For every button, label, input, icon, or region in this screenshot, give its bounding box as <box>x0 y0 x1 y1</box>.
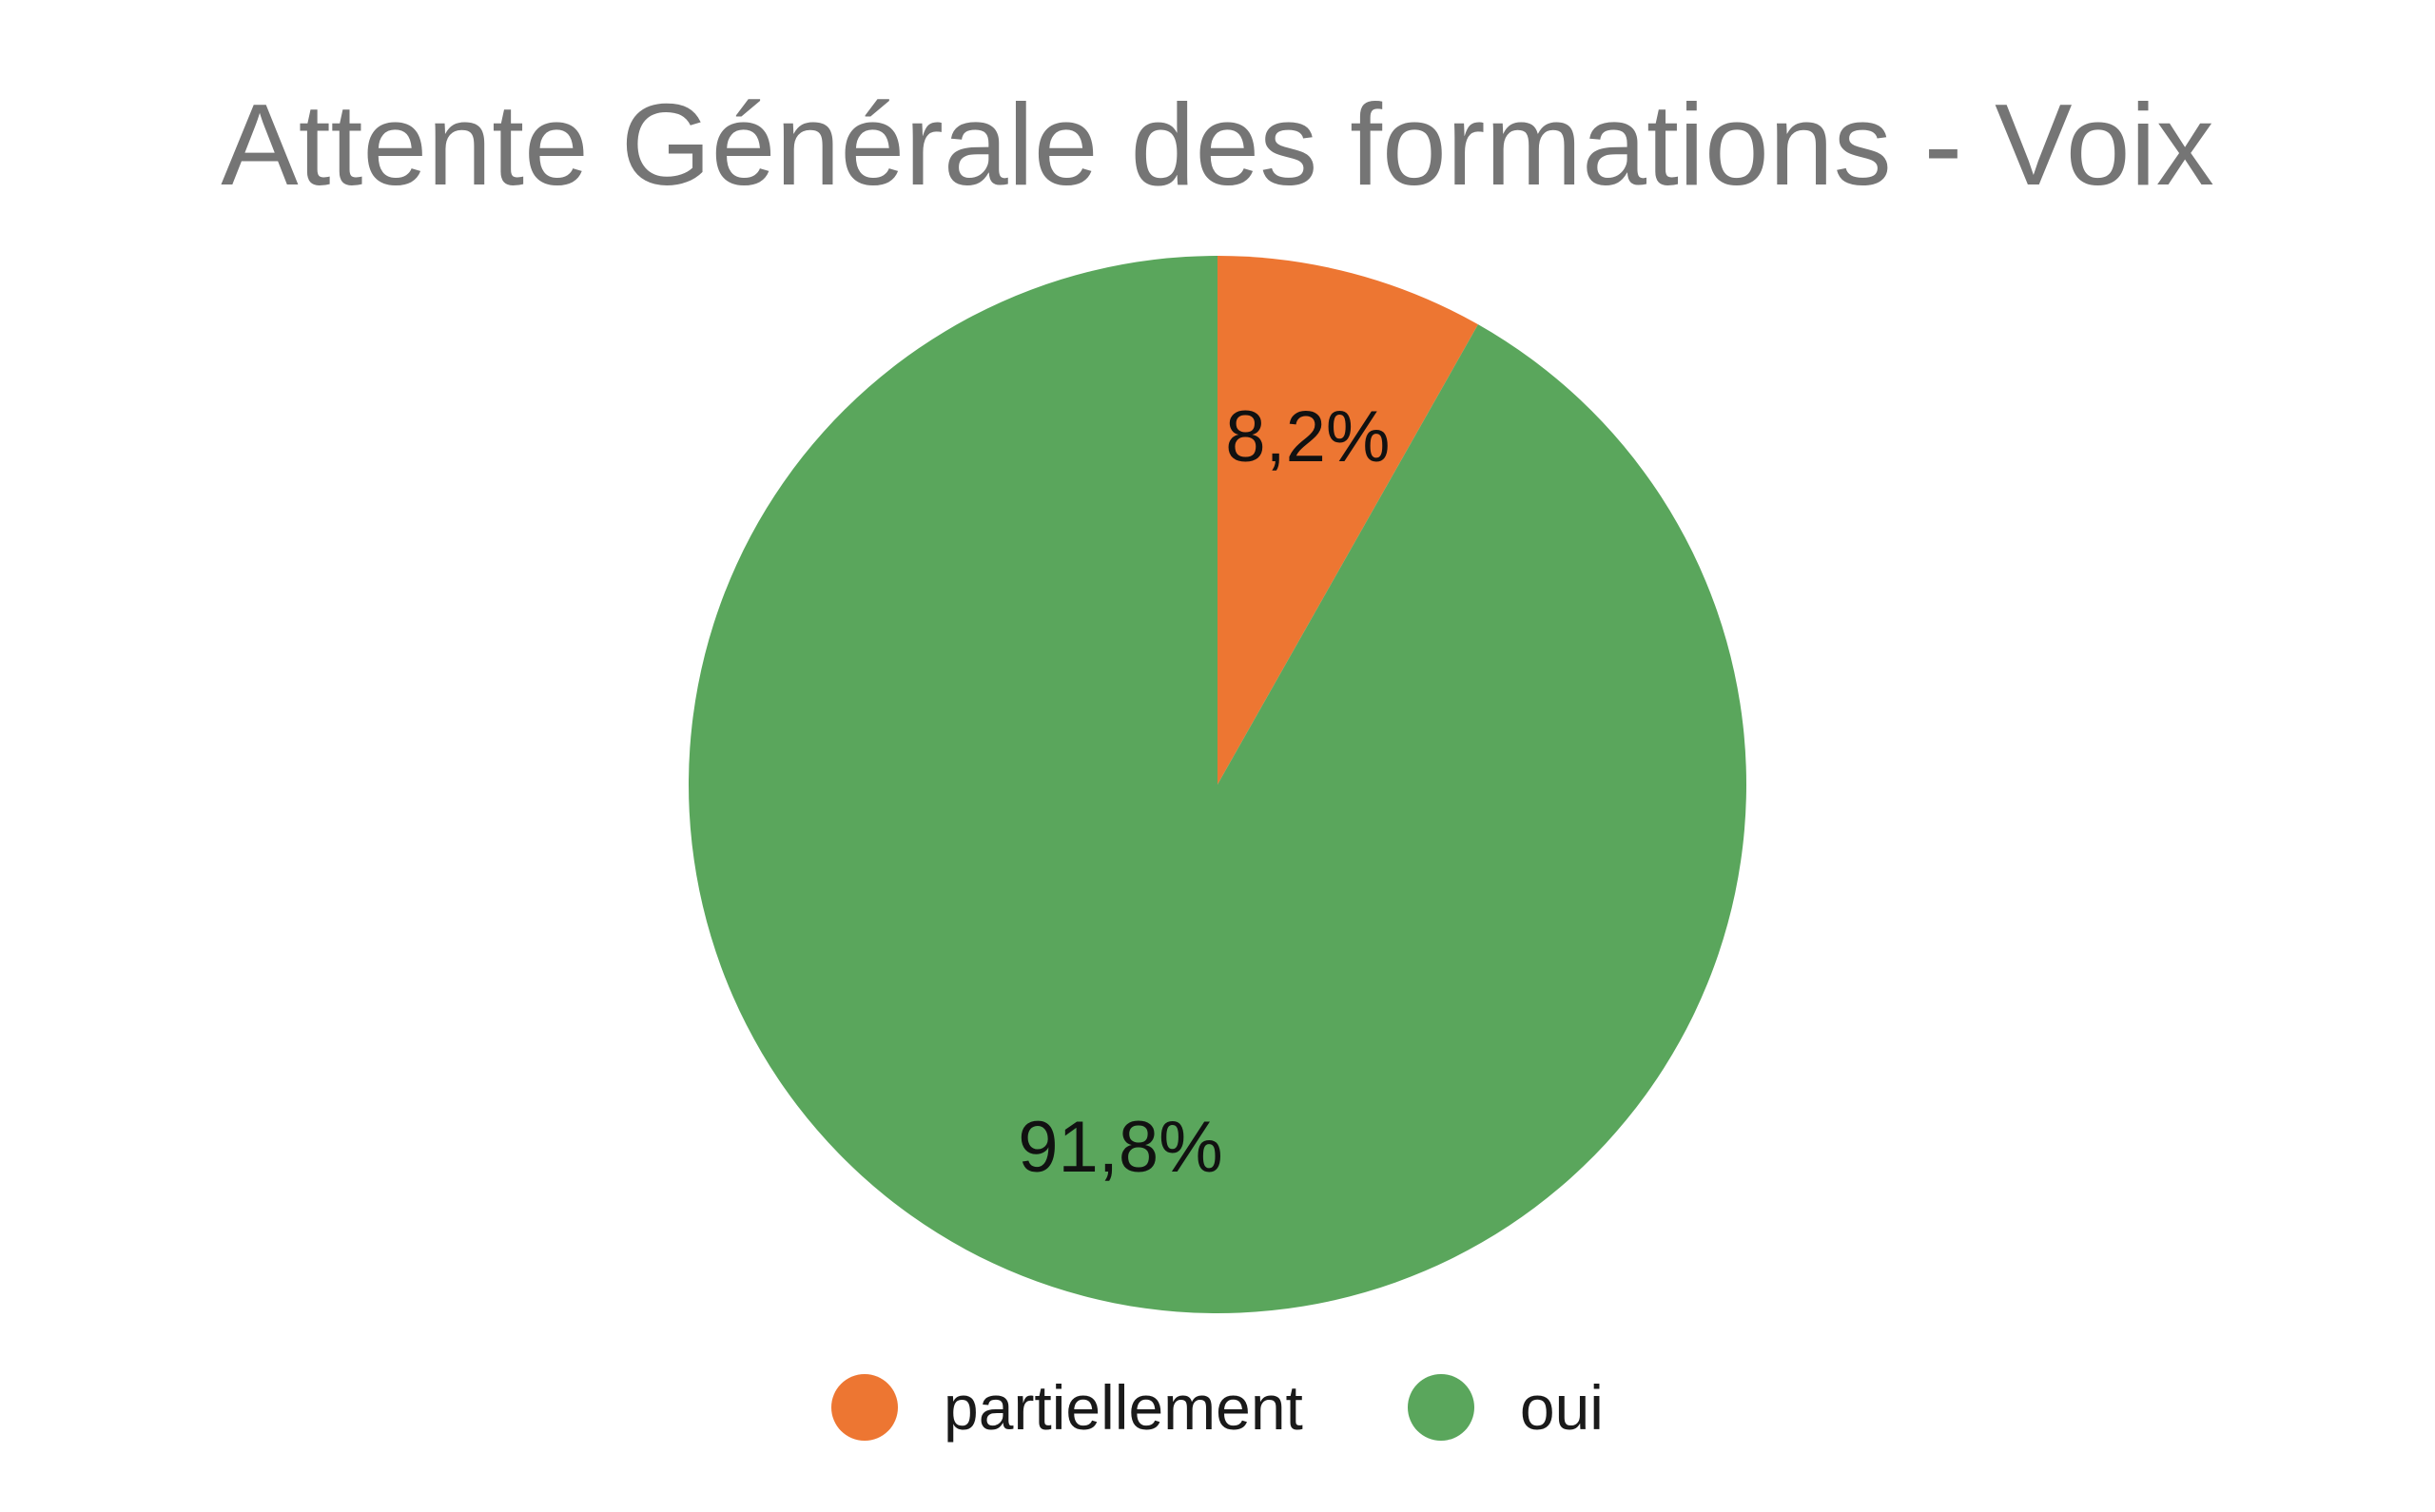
pie-slice-partiellement[interactable] <box>1218 256 1478 785</box>
legend-item-oui[interactable]: oui <box>1407 1369 1604 1445</box>
chart-title: Attente Générale des formations - Voix <box>221 80 2214 209</box>
legend-label-oui: oui <box>1519 1372 1604 1443</box>
legend-swatch-partiellement <box>831 1374 899 1441</box>
slice-label-oui: 91,8% <box>1018 1107 1223 1188</box>
legend-label-partiellement: partiellement <box>944 1372 1303 1443</box>
slice-label-partiellement: 8,2% <box>1225 397 1390 477</box>
legend: partiellement oui <box>0 1369 2435 1445</box>
pie-slices <box>689 256 1747 1314</box>
legend-item-partiellement[interactable]: partiellement <box>831 1369 1303 1445</box>
pie-slice-oui[interactable] <box>689 256 1747 1314</box>
legend-swatch-oui <box>1407 1374 1474 1441</box>
pie-slice-labels: 8,2% 91,8% <box>1018 397 1390 1188</box>
